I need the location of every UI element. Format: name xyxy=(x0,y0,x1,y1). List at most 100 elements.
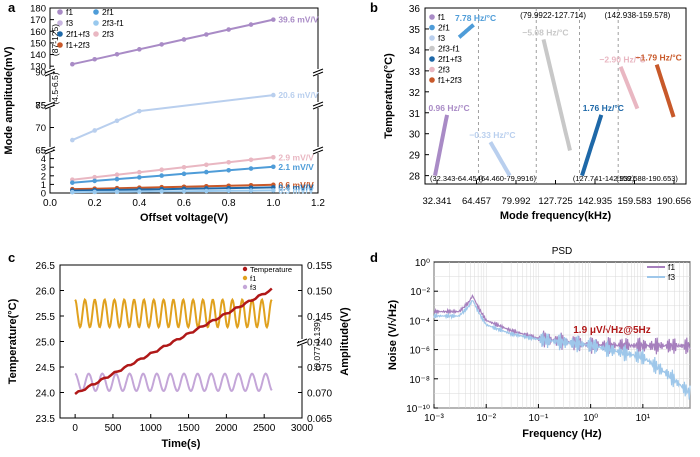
panel-a-xtick-label: 0.0 xyxy=(43,198,57,209)
panel-a-break-gap xyxy=(47,102,53,108)
panel-c-frame xyxy=(59,264,303,419)
panel-a-ytick-label: 170 xyxy=(30,15,46,26)
panel-b-bottom-range: (32.343-64.454) xyxy=(430,174,484,183)
panel-a-break-mark xyxy=(44,104,56,110)
panel-a-point xyxy=(226,188,231,194)
panel-a-break-gap xyxy=(315,69,321,75)
panel-b-ytick-label: 28 xyxy=(409,172,421,183)
panel-d-legend-label: f1 xyxy=(668,262,675,272)
panel-c-ytick-label-left: 24.5 xyxy=(36,363,56,374)
panel-b-legend-marker xyxy=(429,77,435,83)
panel-c-xlabel: Time(s) xyxy=(162,438,201,450)
panel-b-bottom-range: (159.588-190.653) xyxy=(616,174,678,183)
panel-d-label: d xyxy=(370,250,378,265)
panel-b-series-f1+2f3 xyxy=(654,63,676,118)
panel-b-legend-marker xyxy=(429,35,435,41)
panel-a-ytick-label: 3 xyxy=(41,163,46,174)
panel-b-legend-label: 2f1+f3 xyxy=(438,54,462,64)
panel-b-legend-marker xyxy=(429,14,435,20)
panel-d-ytick-label: 10⁻⁸ xyxy=(409,375,430,386)
panel-b-xtick-label: 127.725 xyxy=(538,196,572,207)
panel-a-point xyxy=(271,164,276,170)
panel-a-ytick-label: 4 xyxy=(41,154,46,165)
panel-a-point xyxy=(248,166,254,171)
panel-c-break-gap xyxy=(299,339,305,345)
panel-a-legend-label: 2f3 xyxy=(102,29,114,39)
panel-a-legend-marker xyxy=(93,9,99,15)
panel-a-point xyxy=(92,56,97,62)
panel-a-xtick-label: 0.2 xyxy=(88,198,102,209)
panel-a-slope-label: 0.4 mV/V xyxy=(278,182,314,192)
panel-a-point xyxy=(114,189,120,195)
panel-b-ytick-label: 32 xyxy=(409,88,421,99)
panel-d-ylabel: Noise (V/√Hz) xyxy=(387,300,399,371)
panel-a-ytick-label: 180 xyxy=(30,4,46,15)
panel-a-break-mark xyxy=(312,68,324,74)
panel-a-point xyxy=(137,169,142,175)
panel-a-point xyxy=(248,157,254,163)
panel-a-point xyxy=(204,188,209,194)
panel-c-legend-marker xyxy=(242,266,248,272)
panel-b-series-2f1+f3 xyxy=(580,114,604,177)
panel-c-xtick-label: 2000 xyxy=(215,423,238,434)
panel-b-xtick-label: 142.935 xyxy=(578,196,612,207)
panel-a-ytick-label: 2 xyxy=(41,171,46,182)
panel-a-break-mark xyxy=(312,104,324,110)
panel-b-ytick-label: 29 xyxy=(409,151,421,162)
panel-d-xtick-label: 10⁻¹ xyxy=(529,413,549,424)
panel-c-xtick-label: 500 xyxy=(105,423,122,434)
panel-d-annotation: 1.9 μV/√Hz@5Hz xyxy=(573,325,651,336)
panel-b-legend-marker xyxy=(429,24,435,31)
panel-a-legend-label: 2f3-f1 xyxy=(102,18,124,28)
panel-b-xtick-label: 79.992 xyxy=(501,196,530,207)
panel-c-legend-label: f3 xyxy=(250,283,256,292)
panel-b-series-2f1 xyxy=(457,23,475,39)
panel-a-point xyxy=(137,189,142,194)
panel-c-xtick-label: 1500 xyxy=(177,423,200,434)
panel-b-ytick-label: 31 xyxy=(409,109,421,120)
panel-a-point xyxy=(181,37,187,42)
panel-a-xtick-label: 1.0 xyxy=(266,198,280,209)
panel-c-xtick-label: 2500 xyxy=(253,423,276,434)
panel-b-series-2f3 xyxy=(618,65,640,110)
panel-c-label: c xyxy=(8,250,15,265)
panel-a-point xyxy=(70,137,75,143)
panel-a-break-gap xyxy=(315,102,321,108)
panel-c-series-f3 xyxy=(74,372,273,392)
panel-c-ytick-label-right: 0.075 xyxy=(307,363,332,374)
panel-c-ytick-label-right: 0.140 xyxy=(307,338,332,349)
panel-a-point xyxy=(92,189,97,195)
panel-b-label: b xyxy=(370,0,378,15)
panel-d-xtick-label: 10⁻² xyxy=(476,413,496,424)
panel-b-xlabel: Mode frequency(kHz) xyxy=(500,210,612,222)
panel-a-label: a xyxy=(8,0,16,15)
panel-a-slope-label: 0.3 mV/V xyxy=(278,185,314,195)
panel-a-series-2f1 xyxy=(72,165,274,184)
panel-c-ytick-label-left: 25.5 xyxy=(36,312,56,323)
panel-a-point xyxy=(181,171,187,177)
panel-b-legend-label: f1 xyxy=(438,12,445,22)
panel-a-point xyxy=(137,108,142,114)
panel-c-legend-label: f1 xyxy=(250,274,256,283)
panel-c-right-bracket: (0.077-0.139) xyxy=(312,319,322,370)
panel-a-point xyxy=(114,51,120,57)
panel-a-ytick-label: 5 xyxy=(41,146,46,157)
panel-a-xtick-label: 0.6 xyxy=(177,198,191,209)
panel-c-xtick-label: 1000 xyxy=(140,423,163,434)
panel-b-legend-label: f1+2f3 xyxy=(438,75,462,85)
panel-a-legend-label: f1+2f3 xyxy=(66,40,90,50)
panel-b-legend-label: 2f3-f1 xyxy=(438,44,460,54)
panel-a-point xyxy=(159,189,164,194)
panel-b-slope-label: 1.76 Hz/°C xyxy=(583,103,624,113)
panel-d-legend-label: f3 xyxy=(668,272,675,282)
panel-b-slope-label: 0.96 Hz/°C xyxy=(428,103,469,113)
panel-a-point xyxy=(114,118,120,124)
panel-c-legend-label: Temperature xyxy=(250,265,292,274)
panel-b-legend-label: 2f3 xyxy=(438,65,450,75)
panel-c-legend-marker xyxy=(242,275,248,281)
panel-a-xtick-label: 0.4 xyxy=(132,198,146,209)
panel-a-break-mark xyxy=(44,68,56,74)
panel-b-xtick-label: 64.457 xyxy=(462,196,491,207)
panel-b-top-range: (142.938-159.578) xyxy=(605,11,671,20)
